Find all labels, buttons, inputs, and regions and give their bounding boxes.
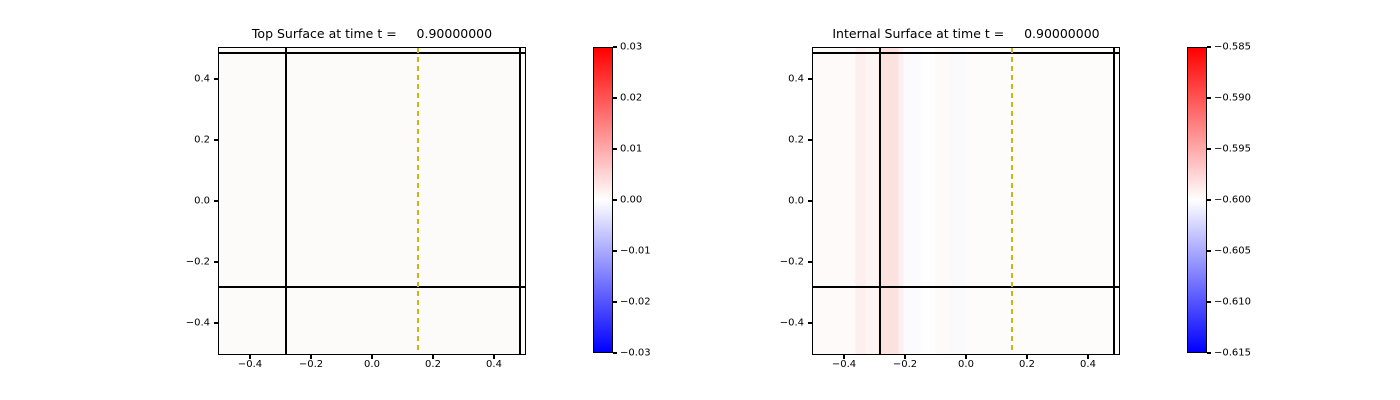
x-tick-label: 0.2	[1019, 359, 1035, 370]
x-tick-mark	[310, 355, 312, 359]
colorbar-tick-label: −0.615	[1214, 347, 1252, 359]
x-tick-label: 0.0	[364, 359, 380, 370]
colorbar-tick-mark	[613, 97, 617, 99]
colorbar-tick-label: −0.605	[1214, 245, 1252, 257]
y-tick-label: −0.2	[185, 256, 210, 268]
colorbar-tick-mark	[1207, 46, 1211, 48]
colorbar-tick-mark	[1207, 148, 1211, 150]
x-tick-label: 0.2	[425, 359, 441, 370]
colorbar-tick-label: 0.01	[620, 143, 643, 155]
x-tick-mark	[965, 355, 967, 359]
colorbar-tick-label: −0.610	[1214, 296, 1252, 308]
internal-surface-overlays	[813, 48, 1119, 354]
colorbar-tick-mark	[1207, 352, 1211, 354]
colorbar-tick-label: −0.600	[1214, 194, 1252, 206]
y-tick-label: 0.0	[194, 195, 210, 207]
black-hline	[813, 286, 1119, 289]
x-tick-mark	[371, 355, 373, 359]
y-tick-label: −0.4	[185, 317, 210, 329]
internal-surface-colorbar-ticks: −0.585 −0.590 −0.595 −0.600 −0.605 −0.61…	[1187, 42, 1251, 359]
x-tick-mark	[432, 355, 434, 359]
colorbar-tick-mark	[1207, 97, 1211, 99]
y-tick-label: 0.0	[788, 195, 804, 207]
colorbar-tick-label: −0.01	[620, 245, 651, 257]
y-tick-label: −0.2	[779, 256, 804, 268]
x-tick-mark	[1087, 355, 1089, 359]
colorbar-tick-mark	[1207, 301, 1211, 303]
colorbar-tick-mark	[613, 148, 617, 150]
top-surface-overlays	[219, 48, 525, 354]
colorbar-tick-label: 0.03	[620, 41, 643, 53]
internal-surface-axes	[812, 47, 1120, 355]
x-tick-mark	[249, 355, 251, 359]
x-tick-label: 0.0	[958, 359, 974, 370]
x-tick-mark	[493, 355, 495, 359]
x-tick-mark	[843, 355, 845, 359]
colorbar-tick-label: 0.00	[620, 194, 643, 206]
colorbar-tick-mark	[1207, 199, 1211, 201]
y-tick-label: 0.2	[788, 134, 804, 146]
top-surface-colorbar	[593, 47, 613, 353]
yellow-dashed-vline	[1011, 48, 1013, 354]
yellow-dashed-vline	[417, 48, 419, 354]
colorbar-tick-label: 0.02	[620, 92, 643, 104]
y-tick-label: −0.4	[779, 317, 804, 329]
black-hline	[219, 286, 525, 289]
black-vline	[1113, 48, 1116, 354]
x-tick-label: 0.4	[1080, 359, 1096, 370]
colorbar-tick-mark	[1207, 250, 1211, 252]
black-vline	[878, 48, 881, 354]
black-hline	[813, 51, 1119, 54]
colorbar-tick-mark	[613, 301, 617, 303]
x-tick-label: −0.4	[831, 359, 857, 370]
panel-title-internal-surface: Internal Surface at time t = 0.90000000	[832, 26, 1100, 41]
black-vline	[284, 48, 287, 354]
x-tick-mark	[904, 355, 906, 359]
y-tick-label: 0.4	[788, 73, 804, 85]
internal-surface-colorbar	[1187, 47, 1207, 353]
black-hline	[219, 51, 525, 54]
colorbar-tick-mark	[613, 46, 617, 48]
top-surface-colorbar-ticks: 0.03 0.02 0.01 0.00 −0.01 −0.02 −0.03	[593, 42, 651, 359]
colorbar-tick-label: −0.02	[620, 296, 651, 308]
x-tick-label: −0.4	[237, 359, 263, 370]
y-tick-label: 0.2	[194, 134, 210, 146]
colorbar-tick-label: −0.590	[1214, 92, 1252, 104]
top-surface-axes	[218, 47, 526, 355]
black-vline	[519, 48, 522, 354]
colorbar-tick-label: −0.03	[620, 347, 651, 359]
colorbar-tick-label: −0.585	[1214, 41, 1252, 53]
x-tick-label: 0.4	[486, 359, 502, 370]
panel-title-top-surface: Top Surface at time t = 0.90000000	[251, 26, 493, 41]
colorbar-tick-label: −0.595	[1214, 143, 1252, 155]
x-tick-label: −0.2	[298, 359, 324, 370]
colorbar-tick-mark	[613, 250, 617, 252]
x-tick-mark	[1026, 355, 1028, 359]
top-surface-heatmap	[219, 48, 525, 354]
internal-surface-heatmap	[813, 48, 1119, 354]
colorbar-tick-mark	[613, 199, 617, 201]
y-tick-label: 0.4	[194, 73, 210, 85]
colorbar-tick-mark	[613, 352, 617, 354]
x-tick-label: −0.2	[892, 359, 918, 370]
